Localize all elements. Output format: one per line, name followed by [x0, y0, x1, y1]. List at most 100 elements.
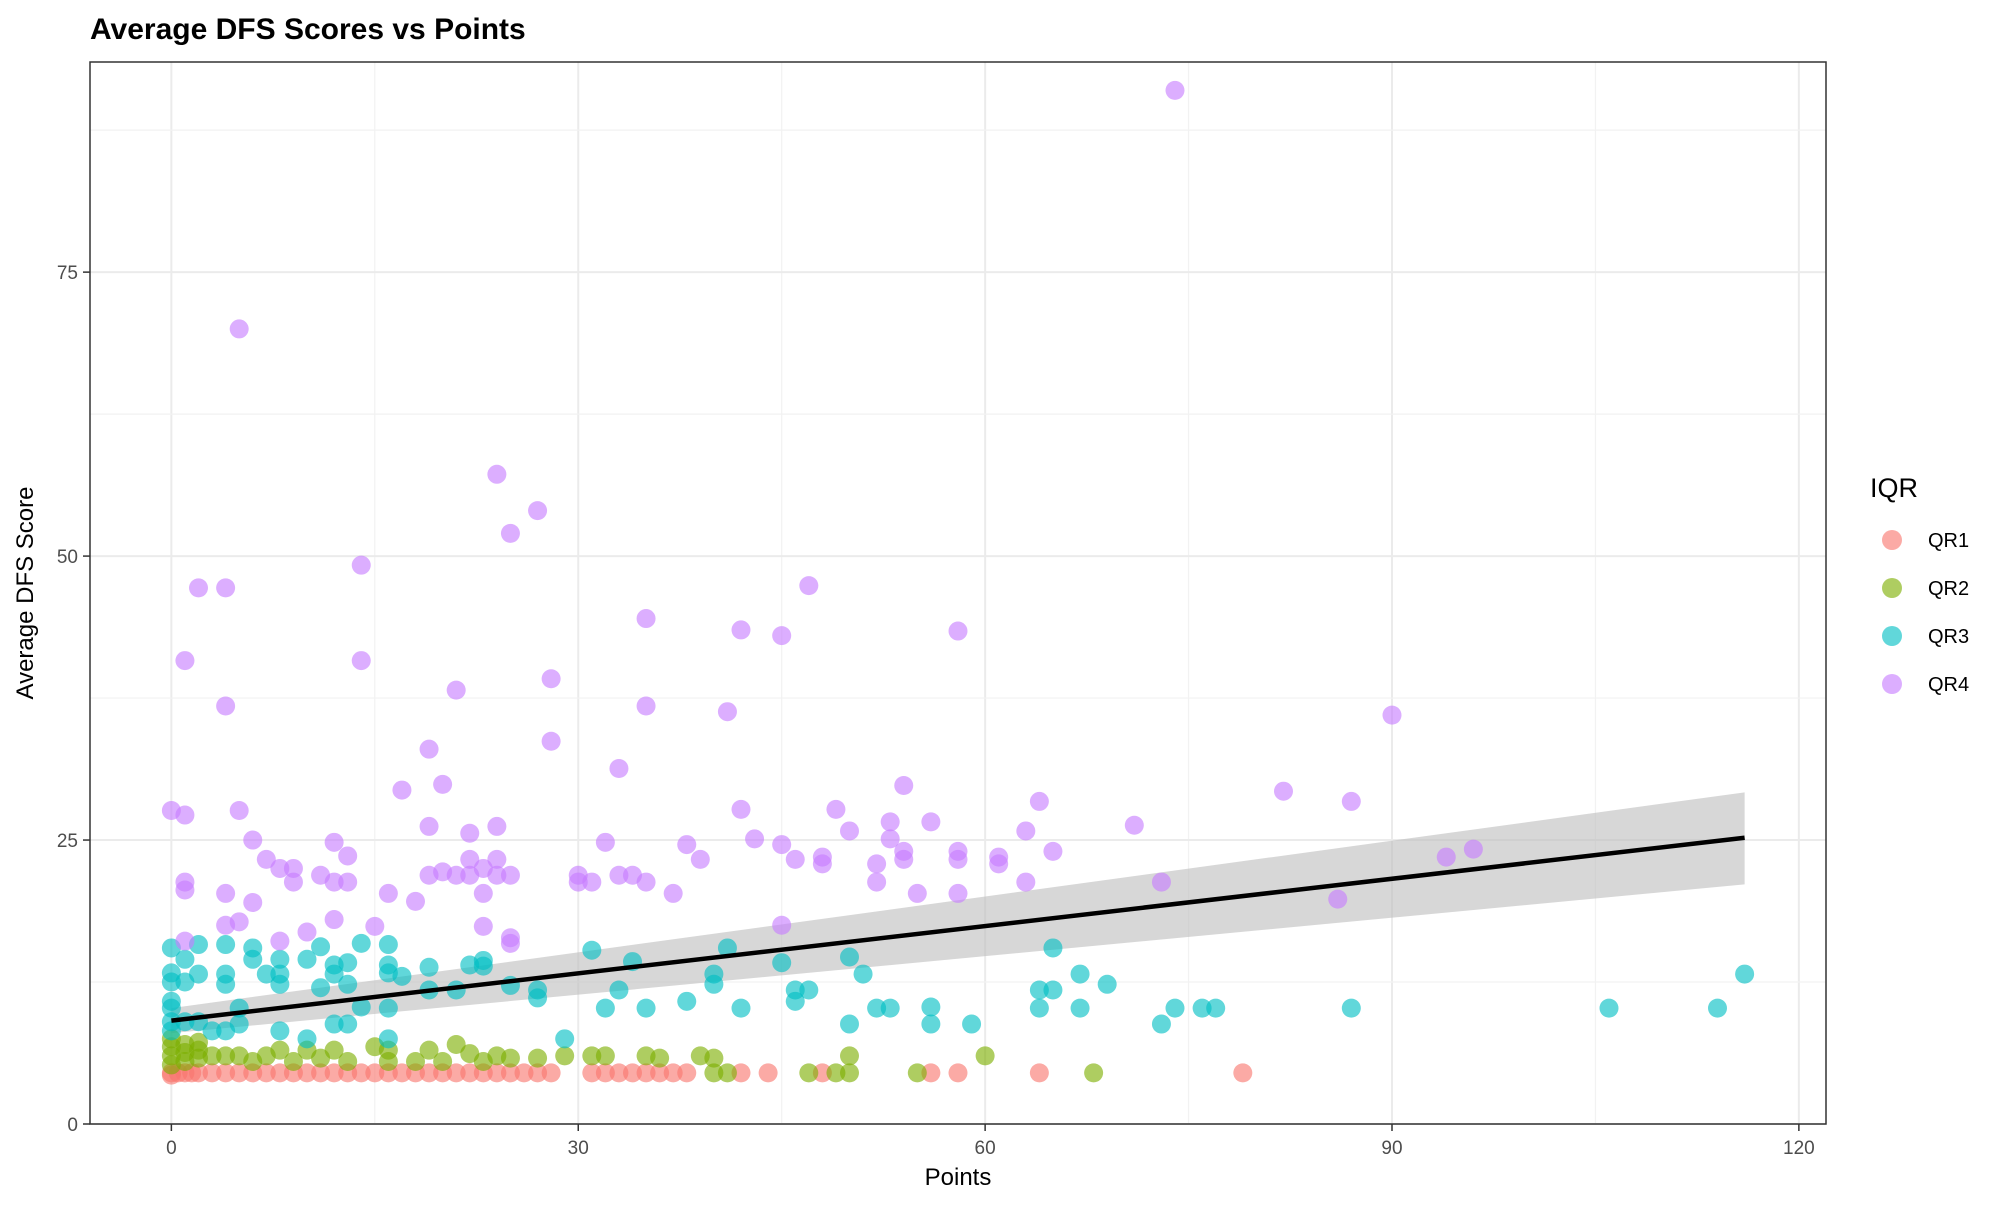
- data-point-qr4: [772, 626, 792, 646]
- trend-line-group: [171, 835, 1745, 1023]
- data-point-qr3: [419, 957, 439, 977]
- data-point-qr3: [1708, 998, 1727, 1018]
- data-point-qr3: [1043, 938, 1063, 958]
- data-point-qr2: [704, 1063, 724, 1083]
- data-point-qr4: [636, 872, 656, 892]
- data-point-qr3: [528, 988, 548, 1008]
- data-point-qr1: [351, 1063, 371, 1083]
- data-point-qr3: [378, 998, 398, 1018]
- chart-title: Average DFS Scores vs Points: [90, 13, 526, 46]
- data-point-qr2: [826, 1063, 846, 1083]
- data-point-qr4: [283, 858, 303, 878]
- data-point-qr2: [975, 1046, 995, 1066]
- data-point-qr1: [528, 1063, 548, 1083]
- data-point-qr4: [446, 680, 466, 700]
- data-point-qr3: [311, 978, 331, 998]
- x-tick-label: 30: [568, 1138, 589, 1159]
- data-point-qr4: [595, 832, 615, 852]
- data-point-qr4: [270, 931, 290, 951]
- data-point-qr4: [324, 832, 344, 852]
- series-qr2: [161, 1029, 1104, 1083]
- data-point-qr3: [772, 953, 792, 973]
- data-point-qr1: [677, 1063, 697, 1083]
- data-point-qr1: [650, 1063, 670, 1083]
- data-point-qr3: [338, 1014, 358, 1034]
- plot-border: [89, 61, 1827, 1125]
- data-point-qr3: [378, 935, 398, 955]
- data-point-qr3: [175, 949, 195, 969]
- data-point-qr4: [799, 576, 819, 596]
- data-point-qr3: [799, 980, 819, 1000]
- data-point-qr4: [541, 669, 561, 689]
- data-point-qr2: [1084, 1063, 1104, 1083]
- data-point-qr3: [840, 947, 859, 967]
- data-point-qr3: [609, 980, 629, 1000]
- data-points: [161, 80, 1755, 1085]
- axes: 0 30 60 90 120 0 25 50 75: [57, 263, 1815, 1159]
- data-point-qr3: [338, 953, 358, 973]
- data-point-qr4: [528, 501, 548, 521]
- data-point-qr1: [270, 1063, 290, 1083]
- data-point-qr1: [216, 1063, 236, 1083]
- data-point-qr4: [460, 823, 480, 843]
- legend-label-qr4: QR4: [1928, 674, 1969, 696]
- data-point-qr2: [650, 1048, 670, 1068]
- data-point-qr1: [189, 1063, 208, 1083]
- data-point-qr4: [175, 931, 195, 951]
- data-point-qr2: [582, 1046, 602, 1066]
- data-point-qr4: [745, 829, 765, 849]
- data-point-qr3: [1070, 964, 1090, 984]
- data-point-qr2: [907, 1063, 927, 1083]
- data-point-qr4: [880, 812, 900, 832]
- data-point-qr3: [677, 991, 697, 1011]
- data-point-qr1: [1233, 1063, 1253, 1083]
- data-point-qr4: [446, 865, 466, 885]
- data-point-qr1: [541, 1063, 561, 1083]
- confidence-band-group: [171, 792, 1745, 1034]
- data-point-qr4: [324, 872, 344, 892]
- data-point-qr4: [175, 651, 195, 671]
- data-point-qr3: [1029, 980, 1049, 1000]
- data-point-qr3: [704, 974, 724, 994]
- data-point-qr4: [189, 578, 208, 598]
- data-point-qr4: [731, 799, 751, 819]
- legend-key-qr2: [1882, 578, 1902, 598]
- data-point-qr4: [1016, 821, 1036, 841]
- data-point-qr1: [500, 1063, 520, 1083]
- data-point-qr3: [473, 956, 493, 976]
- y-tick-label: 50: [57, 547, 78, 568]
- data-point-qr3: [324, 964, 344, 984]
- legend-label-qr2: QR2: [1928, 578, 1969, 600]
- data-point-qr4: [663, 883, 683, 903]
- data-point-qr3: [921, 997, 941, 1017]
- data-point-qr1: [514, 1063, 534, 1083]
- data-point-qr3: [785, 991, 805, 1011]
- data-point-qr2: [595, 1046, 615, 1066]
- data-point-qr4: [609, 758, 629, 778]
- data-point-qr3: [161, 998, 181, 1018]
- data-point-qr4: [772, 915, 792, 935]
- data-point-qr4: [378, 883, 398, 903]
- data-point-qr4: [948, 621, 968, 641]
- data-point-qr3: [216, 935, 236, 955]
- data-point-qr4: [636, 696, 656, 716]
- data-point-qr4: [473, 916, 493, 936]
- data-point-qr4: [283, 872, 303, 892]
- data-point-qr4: [582, 872, 602, 892]
- legend: IQR QR1 QR2 QR3 QR4: [1870, 473, 1969, 696]
- data-point-qr4: [419, 816, 439, 836]
- data-point-qr2: [446, 1034, 466, 1054]
- data-point-qr1: [948, 1063, 968, 1083]
- data-point-qr4: [826, 799, 846, 819]
- data-point-qr3: [338, 974, 358, 994]
- data-point-qr2: [338, 1052, 358, 1072]
- data-point-qr3: [1206, 998, 1226, 1018]
- data-point-qr3: [189, 964, 208, 984]
- data-point-qr4: [324, 910, 344, 930]
- data-point-qr4: [500, 523, 520, 543]
- data-point-qr4: [840, 821, 859, 841]
- data-point-qr4: [867, 854, 887, 874]
- legend-key-qr1: [1882, 530, 1902, 550]
- legend-key-qr3: [1882, 626, 1902, 646]
